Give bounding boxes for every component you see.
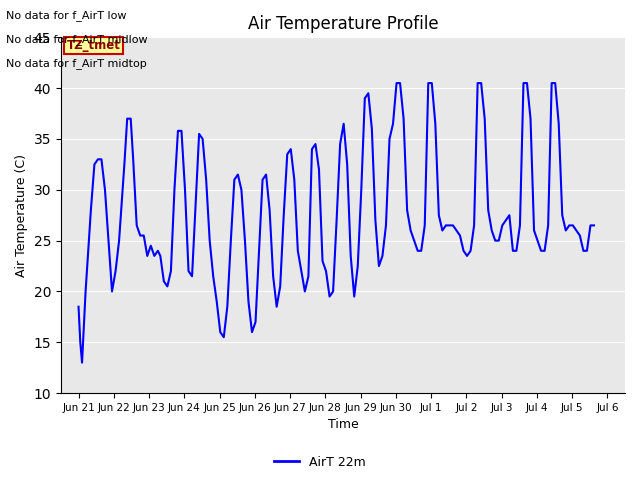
Y-axis label: Air Temperature (C): Air Temperature (C) (15, 154, 28, 277)
Title: Air Temperature Profile: Air Temperature Profile (248, 15, 438, 33)
Legend: AirT 22m: AirT 22m (269, 451, 371, 474)
Text: No data for f_AirT low: No data for f_AirT low (6, 10, 127, 21)
X-axis label: Time: Time (328, 419, 358, 432)
Text: TZ_tmet: TZ_tmet (67, 39, 120, 52)
Text: No data for f_AirT midtop: No data for f_AirT midtop (6, 58, 147, 69)
Text: No data for f_AirT midlow: No data for f_AirT midlow (6, 34, 148, 45)
